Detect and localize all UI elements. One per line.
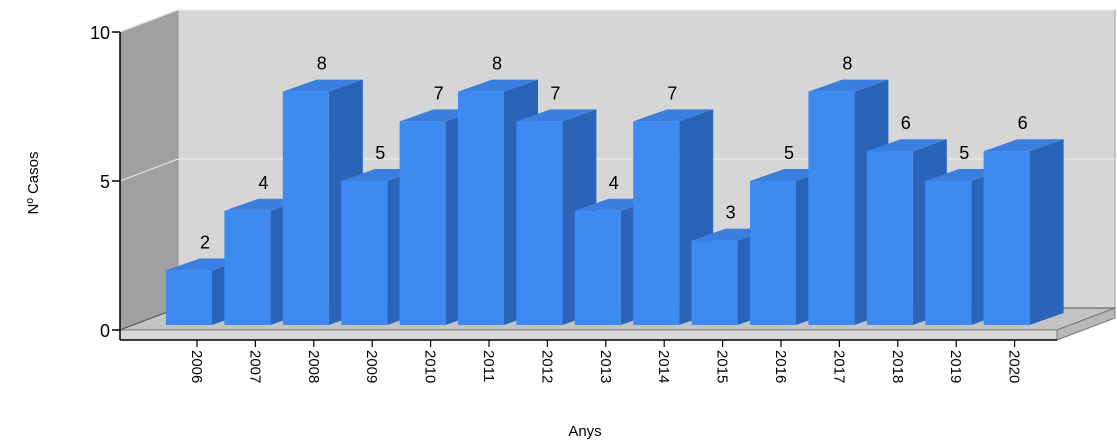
bar [282,79,363,325]
data-label: 3 [726,203,736,223]
gridline [119,158,1115,182]
x-tick-label: 2019 [947,350,964,383]
y-tick-label: 10 [90,23,110,43]
data-label: 2 [200,232,210,252]
data-label: 6 [901,113,911,133]
x-tick-label: 2008 [305,350,322,383]
x-tick-label: 2016 [772,350,789,383]
x-tick-label: 2015 [714,350,731,383]
bar-front [341,181,388,325]
bar-front [925,181,972,325]
bar-front [983,151,1030,325]
bar-front [224,210,271,325]
bar-front [691,240,738,325]
data-label: 8 [317,54,327,74]
bar [808,79,889,325]
bar-front [516,121,563,326]
labels: 2 2006 4 2007 8 2008 5 2009 7 2010 8 2011 7 2012 4 2013… [188,54,1028,384]
x-tick-label: 2011 [480,350,497,382]
data-label: 4 [609,173,619,193]
x-tick-label: 2018 [889,350,906,383]
data-label: 7 [434,83,444,103]
bar-top [808,79,889,92]
y-tick-label: 5 [100,172,110,192]
data-label: 7 [550,83,560,103]
data-label: 5 [959,143,969,163]
data-label: 5 [375,143,385,163]
floor-edge [119,329,1058,341]
bar-top [458,79,538,92]
data-label: 8 [492,54,502,74]
x-tick-label: 2017 [830,350,847,383]
bar-top [282,79,363,92]
bar-front [282,91,329,325]
bar-front [166,270,212,325]
x-tick-label: 2010 [422,350,439,383]
bar-front [458,91,504,325]
data-label: 8 [842,54,852,74]
gridlines [119,9,1115,182]
bars [166,79,1064,326]
bar-front [808,91,855,325]
bar-top [633,109,714,122]
bar [983,139,1064,325]
bar-front [574,210,621,325]
gridline [119,9,1115,33]
bar-side [1029,139,1064,325]
x-tick-label: 2020 [1006,350,1023,383]
x-tick-label: 2014 [655,350,672,383]
bar-top [516,109,597,122]
x-tick-label: 2006 [188,350,205,383]
data-label: 7 [667,83,677,103]
bar-front [399,121,446,326]
axes: 0 5 10 [90,23,1057,347]
bar-front [633,121,680,326]
bar-top [983,139,1064,152]
x-tick-label: 2013 [597,350,614,383]
x-tick-label: 2009 [363,350,380,383]
data-label: 4 [258,173,268,193]
bar-front [750,181,796,325]
x-tick-label: 2012 [538,350,555,383]
data-label: 6 [1018,113,1028,133]
x-axis-title: Anys [568,423,601,440]
floor-edge-side [1056,307,1116,341]
data-label: 5 [784,143,794,163]
y-tick-label: 0 [100,321,110,341]
bar-top [866,139,947,152]
x-tick-label: 2007 [246,350,263,383]
y-axis-title: Nº Casos [25,152,42,215]
bar-front [866,151,913,325]
